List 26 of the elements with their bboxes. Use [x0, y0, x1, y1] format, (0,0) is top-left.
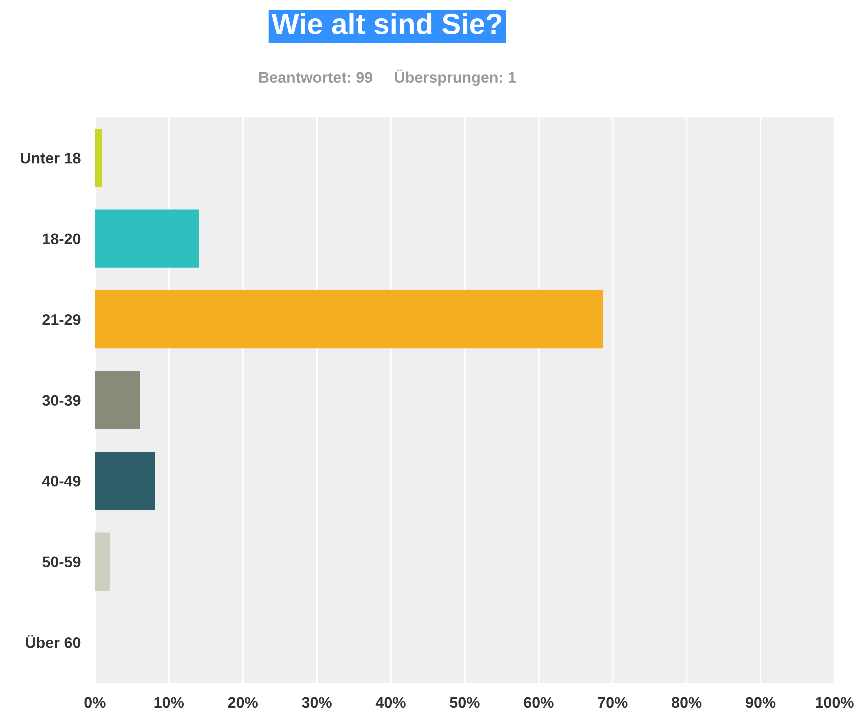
- bar: [95, 532, 110, 591]
- x-tick-label: 0%: [84, 697, 106, 708]
- y-tick-label: Über 60: [26, 635, 81, 648]
- x-tick-label: 70%: [598, 697, 628, 708]
- x-tick-label: 30%: [302, 697, 332, 708]
- x-tick-label: 100%: [816, 697, 854, 708]
- x-tick-label: 50%: [450, 697, 480, 708]
- y-tick-label: 30-39: [42, 395, 81, 406]
- bar: [95, 290, 604, 349]
- chart-title: Wie alt sind Sie?: [272, 13, 502, 35]
- bar: [95, 210, 200, 268]
- x-tick-label: 20%: [228, 697, 258, 708]
- x-tick-label: 60%: [524, 697, 554, 708]
- x-tick-label: 80%: [672, 697, 702, 708]
- y-tick-label: 40-49: [42, 476, 81, 487]
- bar: [95, 128, 103, 188]
- bar: [95, 452, 156, 510]
- x-tick-label: 40%: [376, 697, 406, 708]
- x-tick-label: 90%: [746, 697, 776, 708]
- bar: [95, 371, 140, 430]
- y-tick-label: 21-29: [42, 314, 81, 326]
- y-tick-label: 18-20: [43, 234, 81, 245]
- y-tick-label: Unter 18: [21, 152, 81, 164]
- chart-subtitle: Beantwortet: 99 Übersprungen: 1: [260, 70, 516, 86]
- x-tick-label: 10%: [154, 697, 184, 708]
- y-tick-label: 50-59: [42, 556, 81, 568]
